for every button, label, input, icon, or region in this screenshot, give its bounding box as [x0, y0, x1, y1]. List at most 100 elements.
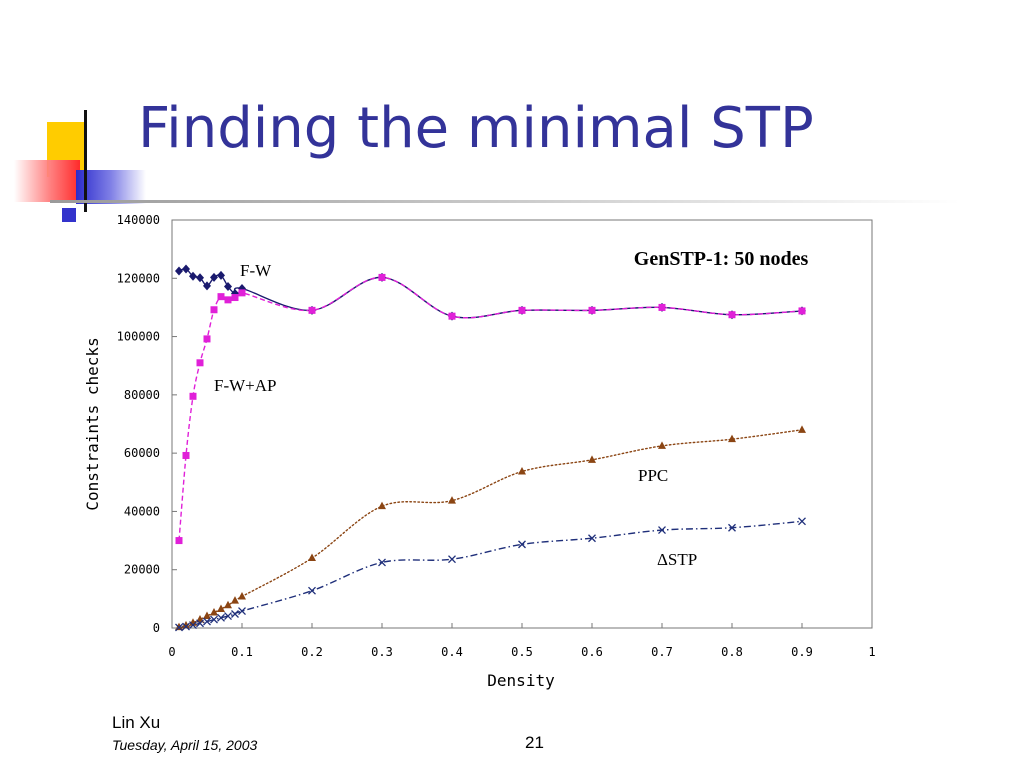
- data-point: [448, 555, 456, 564]
- footer-author: Lin Xu: [112, 713, 161, 732]
- deco-blue-small-square: [62, 208, 76, 222]
- data-point: [448, 496, 456, 504]
- data-point: [518, 306, 526, 314]
- x-axis: 0 0.1 0.2 0.3 0.4 0.5 0.6 0.7 0.8 0.9 1: [168, 623, 876, 659]
- data-point: [658, 441, 666, 449]
- data-point: [189, 621, 197, 630]
- data-point: [182, 451, 190, 459]
- data-point: [378, 558, 386, 567]
- data-point: [224, 296, 232, 304]
- data-point: [217, 270, 225, 280]
- title-underline: [50, 200, 960, 203]
- data-point: [588, 306, 596, 314]
- data-point: [210, 272, 218, 282]
- y-tick-label: 100000: [117, 330, 160, 344]
- data-point: [217, 293, 225, 301]
- x-tick-label: 0.4: [441, 645, 463, 659]
- data-point: [196, 619, 204, 628]
- data-point: [189, 392, 197, 400]
- series-line-1: [178, 276, 803, 541]
- data-point: [728, 523, 736, 532]
- data-point: [238, 289, 246, 297]
- deco-blue-gradient: [76, 170, 146, 204]
- series-line-0: [178, 268, 803, 319]
- deco-red-gradient: [14, 160, 80, 202]
- data-point: [175, 537, 183, 545]
- data-point: [798, 425, 806, 433]
- data-point: [728, 311, 736, 319]
- data-point: [217, 613, 225, 622]
- x-axis-label: Density: [487, 671, 555, 690]
- data-point: [238, 592, 246, 600]
- data-point: [182, 264, 190, 274]
- y-axis: 0 20000 40000 60000 80000 100000 120000 140000: [117, 213, 177, 635]
- y-tick-label: 20000: [124, 563, 160, 577]
- y-tick-label: 60000: [124, 446, 160, 460]
- deco-vertical-rule: [84, 110, 87, 212]
- x-tick-label: 0.9: [791, 645, 813, 659]
- x-tick-label: 1: [868, 645, 875, 659]
- data-point: [238, 607, 246, 616]
- x-tick-label: 0.2: [301, 645, 323, 659]
- data-point: [231, 596, 239, 604]
- data-point: [175, 266, 183, 276]
- data-point: [308, 553, 316, 562]
- data-point: [175, 623, 183, 632]
- data-point: [203, 611, 211, 620]
- y-tick-label: 40000: [124, 504, 160, 518]
- data-point: [203, 617, 211, 626]
- data-point: [378, 273, 386, 281]
- x-tick-label: 0.8: [721, 645, 743, 659]
- footer-date: Tuesday, April 15, 2003: [112, 737, 258, 753]
- data-point: [224, 612, 232, 621]
- annotation-fwap: F-W+AP: [214, 376, 276, 395]
- data-point: [798, 307, 806, 315]
- data-point: [182, 620, 190, 629]
- data-point: [217, 604, 225, 613]
- plot-frame: [171, 219, 873, 629]
- data-point: [210, 306, 218, 314]
- series-line-3: [178, 520, 803, 629]
- slide-title: Finding the minimal STP: [138, 96, 814, 161]
- data-point: [224, 281, 232, 291]
- data-point: [231, 294, 239, 302]
- data-point: [196, 359, 204, 367]
- data-point: [210, 615, 218, 624]
- data-point: [728, 434, 736, 443]
- y-tick-label: 0: [153, 621, 160, 635]
- annotation-dstp: ΔSTP: [657, 550, 697, 569]
- x-tick-label: 0.7: [651, 645, 673, 659]
- data-point: [231, 610, 239, 618]
- series-markers: [175, 264, 806, 632]
- x-tick-label: 0: [168, 645, 175, 659]
- chart-title: GenSTP-1: 50 nodes: [634, 248, 809, 270]
- data-point: [308, 586, 316, 595]
- y-tick-label: 80000: [124, 388, 160, 402]
- data-point: [588, 534, 596, 543]
- y-tick-label: 140000: [117, 213, 160, 227]
- data-point: [189, 271, 197, 281]
- data-point: [203, 281, 211, 291]
- data-point: [196, 273, 204, 283]
- data-point: [658, 526, 666, 535]
- data-point: [518, 467, 526, 475]
- y-tick-label: 120000: [117, 271, 160, 285]
- x-tick-label: 0.5: [511, 645, 533, 659]
- data-point: [203, 335, 211, 343]
- data-point: [448, 312, 456, 320]
- data-point: [224, 600, 232, 609]
- series-line-2: [178, 429, 803, 628]
- data-point: [378, 501, 386, 510]
- annotation-fw: F-W: [240, 261, 272, 280]
- data-point: [308, 306, 316, 314]
- annotation-ppc: PPC: [638, 466, 668, 485]
- data-point: [182, 622, 190, 631]
- data-point: [210, 608, 218, 616]
- series-lines: [178, 268, 803, 629]
- data-point: [798, 517, 806, 526]
- data-point: [518, 540, 526, 549]
- page-number: 21: [525, 733, 544, 752]
- x-tick-label: 0.3: [371, 645, 393, 659]
- data-point: [588, 455, 596, 463]
